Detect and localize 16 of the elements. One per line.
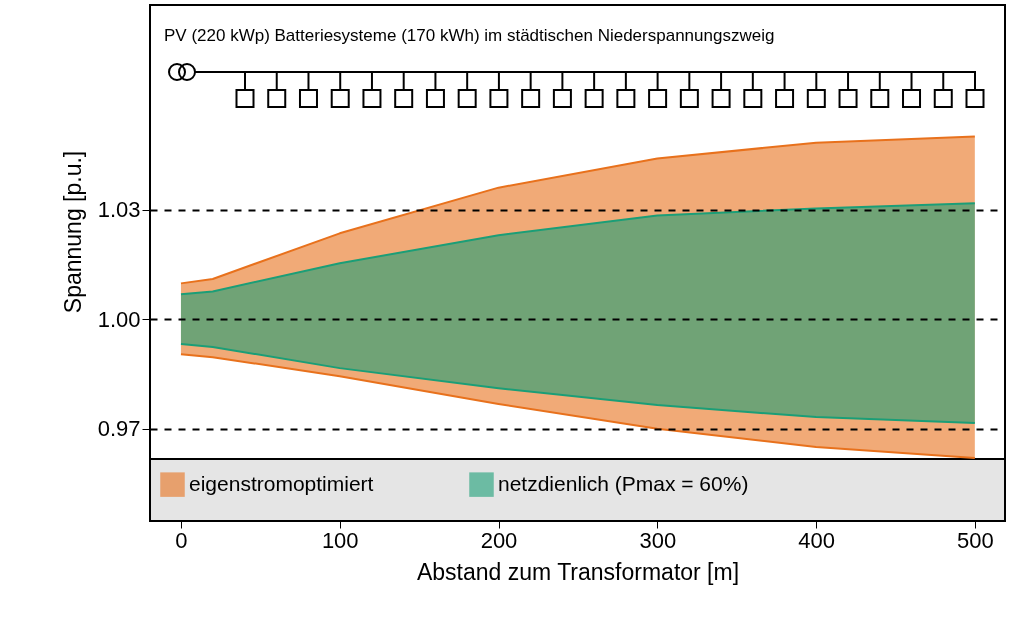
- line-series: [179, 353, 976, 459]
- x-tick-label: 400: [798, 527, 835, 553]
- x-tick-label: 300: [639, 527, 677, 553]
- x-axis-title: Abstand zum Transformator [m]: [416, 558, 740, 585]
- y-tick-label: 1.00: [97, 306, 141, 332]
- y-tick-label: 0.97: [97, 416, 141, 442]
- x-tick-label: 0: [175, 527, 188, 553]
- x-tick-label: 200: [480, 527, 518, 553]
- x-tick-label: 500: [956, 527, 994, 553]
- y-axis-title: Spannung [p.u.]: [59, 150, 86, 314]
- text: PV (220 kWp) Batteriesysteme (170 kWh) im städtischen Niederspannungszweig: [164, 26, 775, 45]
- y-tick-label: 1.03: [97, 197, 141, 223]
- x-tick-label: 100: [321, 527, 359, 553]
- legend-label: netzdienlich (Pmax = 60%): [498, 471, 749, 495]
- line-series: [179, 343, 976, 424]
- legend-label: eigenstromoptimiert: [189, 471, 374, 495]
